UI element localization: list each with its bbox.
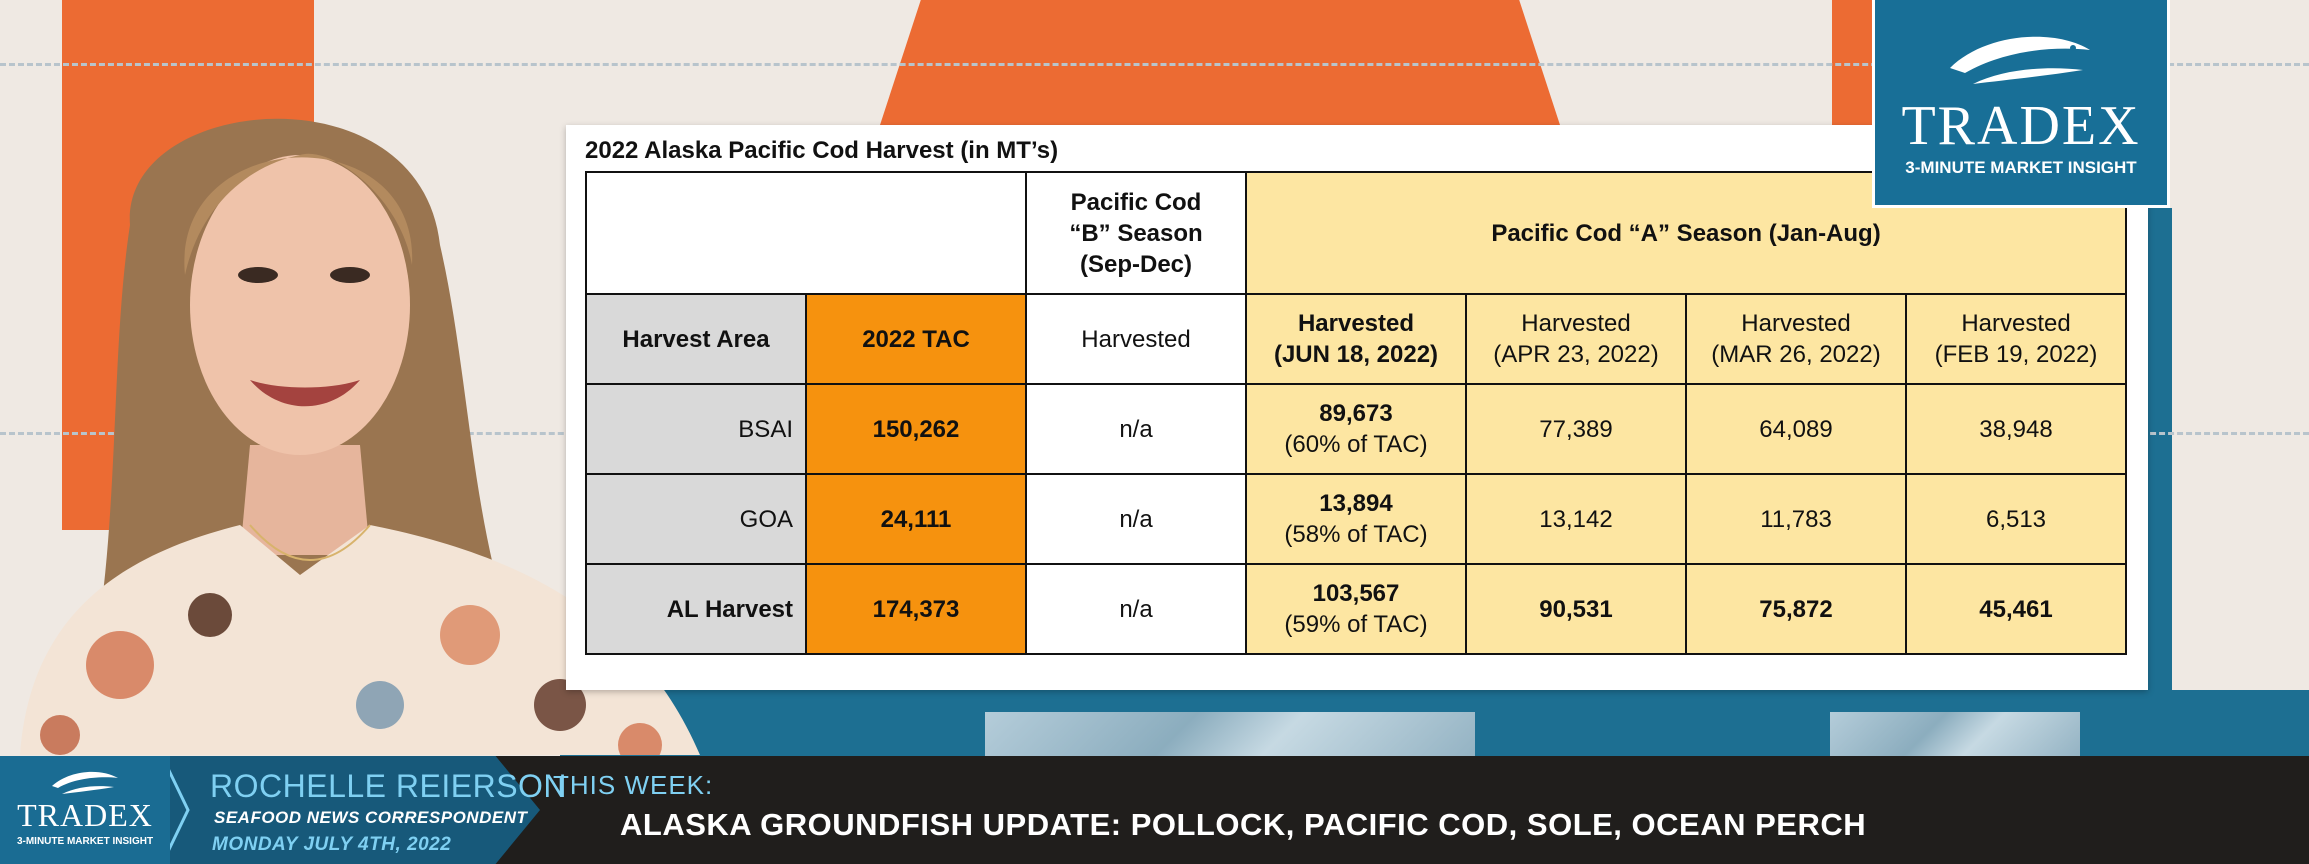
- blouse-flower: [86, 631, 154, 699]
- episode-headline: ALASKA GROUNDFISH UPDATE: POLLOCK, PACIF…: [620, 807, 1867, 842]
- cell-tac: 174,373: [805, 563, 1027, 655]
- presenter-blouse: [20, 525, 700, 755]
- blouse-flower: [618, 723, 662, 755]
- cell-b-harvested: n/a: [1025, 383, 1247, 475]
- episode-date: MONDAY JULY 4TH, 2022: [212, 834, 452, 855]
- fish-icon: [52, 771, 118, 794]
- cell-b-harvested: n/a: [1025, 563, 1247, 655]
- cell-feb19: 45,461: [1904, 563, 2128, 655]
- table-row-total: AL Harvest 174,373 n/a 103,567 (59% of T…: [585, 563, 2128, 655]
- column-header-feb19: Harvested (FEB 19, 2022): [1904, 293, 2128, 385]
- lower-third-banner: TRADEX 3-MINUTE MARKET INSIGHT ROCHELLE …: [0, 756, 2309, 864]
- table-row-bsai: BSAI 150,262 n/a 89,673 (60% of TAC) 77,…: [585, 383, 2128, 475]
- blouse-flower: [534, 679, 586, 731]
- this-week-label: THIS WEEK:: [553, 770, 714, 800]
- background-fish-photo: [1830, 712, 2080, 756]
- background-blue-column: [2148, 208, 2172, 756]
- column-header-jun18: Harvested (JUN 18, 2022): [1245, 293, 1467, 385]
- cell-apr23: 90,531: [1465, 563, 1687, 655]
- cell-apr23: 77,389: [1465, 383, 1687, 475]
- column-header-b-harvested: Harvested: [1025, 293, 1247, 385]
- table-header-row-seasons: Pacific Cod “B” Season (Sep-Dec) Pacific…: [585, 171, 2128, 295]
- lower-logo-tagline: 3-MINUTE MARKET INSIGHT: [16, 836, 154, 847]
- table-row-goa: GOA 24,111 n/a 13,894 (58% of TAC) 13,14…: [585, 473, 2128, 565]
- cell-mar26: 64,089: [1685, 383, 1907, 475]
- cell-area: GOA: [585, 473, 807, 565]
- harvest-table: Pacific Cod “B” Season (Sep-Dec) Pacific…: [585, 171, 2128, 655]
- presenter-role: SEAFOOD NEWS CORRESPONDENT: [214, 808, 528, 827]
- cell-mar26: 75,872: [1685, 563, 1907, 655]
- presenter-name-block: [170, 756, 540, 864]
- column-header-mar26: Harvested (MAR 26, 2022): [1685, 293, 1907, 385]
- presenter-face: [190, 155, 410, 455]
- column-header-tac: 2022 TAC: [805, 293, 1027, 385]
- lower-logo-wordmark: TRADEX: [17, 797, 153, 833]
- presenter-eye: [330, 267, 370, 283]
- presenter-video: [20, 118, 700, 755]
- presenter-name: ROCHELLE REIERSON: [210, 768, 568, 804]
- presenter-neck: [240, 445, 370, 555]
- cell-feb19: 38,948: [1904, 383, 2128, 475]
- table-header-blank-cell: [585, 171, 1027, 295]
- table-title: 2022 Alaska Pacific Cod Harvest (in MT’s…: [585, 137, 1059, 164]
- table-header-row-columns: Harvest Area 2022 TAC Harvested Harveste…: [585, 293, 2128, 385]
- blouse-flower: [356, 681, 404, 729]
- column-header-harvest-area: Harvest Area: [585, 293, 807, 385]
- presenter-mouth: [250, 380, 360, 407]
- cell-tac: 150,262: [805, 383, 1027, 475]
- blouse-flower: [188, 593, 232, 637]
- presenter-necklace: [249, 524, 371, 561]
- column-header-apr23: Harvested (APR 23, 2022): [1465, 293, 1687, 385]
- presenter-eye: [238, 267, 278, 283]
- logo-wordmark: TRADEX: [1901, 95, 2141, 157]
- background-dashed-line: [0, 63, 2309, 66]
- harvest-table-card: 2022 Alaska Pacific Cod Harvest (in MT’s…: [566, 125, 2148, 690]
- cell-area: BSAI: [585, 383, 807, 475]
- lower-third-logo: TRADEX 3-MINUTE MARKET INSIGHT: [0, 756, 170, 864]
- fish-icon: [1950, 36, 2090, 84]
- a-season-header: Pacific Cod “A” Season (Jan-Aug): [1244, 171, 2128, 295]
- blouse-flower: [440, 605, 500, 665]
- cell-tac: 24,111: [805, 473, 1027, 565]
- cell-mar26: 11,783: [1685, 473, 1907, 565]
- chevron-right-icon: [160, 756, 190, 864]
- cell-jun18: 13,894 (58% of TAC): [1245, 473, 1467, 565]
- cell-feb19: 6,513: [1904, 473, 2128, 565]
- blouse-flower: [40, 715, 80, 755]
- cell-b-harvested: n/a: [1025, 473, 1247, 565]
- logo-tagline: 3-MINUTE MARKET INSIGHT: [1905, 158, 2137, 177]
- cell-apr23: 13,142: [1465, 473, 1687, 565]
- cell-jun18: 89,673 (60% of TAC): [1245, 383, 1467, 475]
- cell-jun18: 103,567 (59% of TAC): [1245, 563, 1467, 655]
- background-orange-block-right: [1832, 0, 1872, 125]
- tradex-logo: TRADEX 3-MINUTE MARKET INSIGHT: [1872, 0, 2170, 208]
- background-orange-trapezoid: [880, 0, 1560, 125]
- background-fish-photo: [985, 712, 1475, 756]
- cell-area: AL Harvest: [585, 563, 807, 655]
- b-season-header: Pacific Cod “B” Season (Sep-Dec): [1025, 171, 1247, 295]
